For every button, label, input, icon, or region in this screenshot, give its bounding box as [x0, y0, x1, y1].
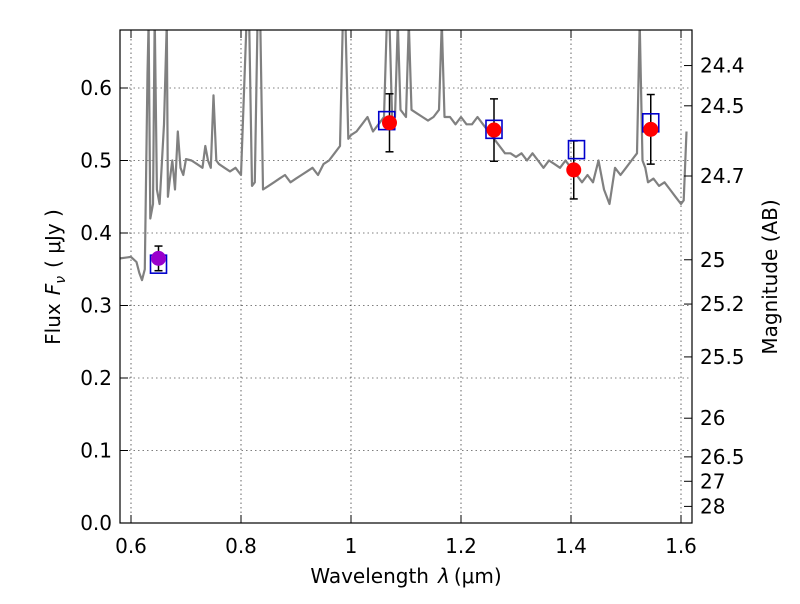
magnitude-axis-title: Magnitude (AB)	[758, 199, 782, 354]
observed-photometry-series	[151, 115, 659, 266]
x-axis-title: Wavelength λ (μm)	[310, 564, 501, 588]
y-tick-label-4: 0.4	[80, 221, 112, 245]
model-point-2	[485, 119, 503, 140]
y-axis-title: FluxFν( μJy )	[41, 209, 69, 345]
observed-point-3	[566, 162, 582, 178]
observed-point-0	[151, 250, 166, 266]
magnitude-tick-label-0: 24.4	[700, 54, 745, 78]
x-tick-label-4: 1.4	[555, 534, 587, 558]
y-tick-label-5: 0.5	[80, 149, 112, 173]
magnitude-tick-label-8: 27	[700, 469, 725, 493]
x-axis: 0.6 0.8 1 1.2 1.4 1.6	[115, 30, 697, 558]
model-spectrum	[120, 30, 688, 282]
magnitude-tick-label-3: 25	[700, 248, 725, 272]
observed-point-4	[643, 121, 659, 137]
x-tick-label-3: 1.2	[445, 534, 477, 558]
magnitude-tick-label-5: 25.5	[700, 345, 745, 369]
plot-frame	[119, 29, 693, 524]
y-tick-label-2: 0.2	[80, 366, 112, 390]
observed-point-2	[486, 122, 502, 138]
magnitude-tick-label-9: 28	[700, 494, 725, 518]
error-bars	[154, 93, 655, 272]
magnitude-tick-label-2: 24.7	[700, 164, 745, 188]
magnitude-tick-label-4: 25.2	[700, 292, 745, 316]
model-photometry-series	[149, 110, 660, 274]
y-tick-label-0: 0.0	[80, 511, 112, 535]
x-tick-label-1: 0.8	[225, 534, 257, 558]
x-tick-label-2: 1	[345, 534, 358, 558]
magnitude-tick-label-7: 26.5	[700, 445, 745, 469]
y-tick-label-6: 0.6	[80, 76, 112, 100]
observed-point-1	[382, 115, 397, 131]
y-tick-label-3: 0.3	[80, 294, 112, 318]
spectrum-line	[120, 30, 688, 282]
y-axis: 0.0 0.1 0.2 0.3 0.4 0.5 0.6	[80, 76, 128, 535]
magnitude-tick-label-1: 24.5	[700, 94, 745, 118]
x-tick-label-0: 0.6	[115, 534, 147, 558]
model-point-3	[567, 139, 586, 160]
y-tick-label-1: 0.1	[80, 439, 112, 463]
x-tick-label-5: 1.6	[665, 534, 697, 558]
magnitude-tick-label-6: 26	[700, 406, 725, 430]
